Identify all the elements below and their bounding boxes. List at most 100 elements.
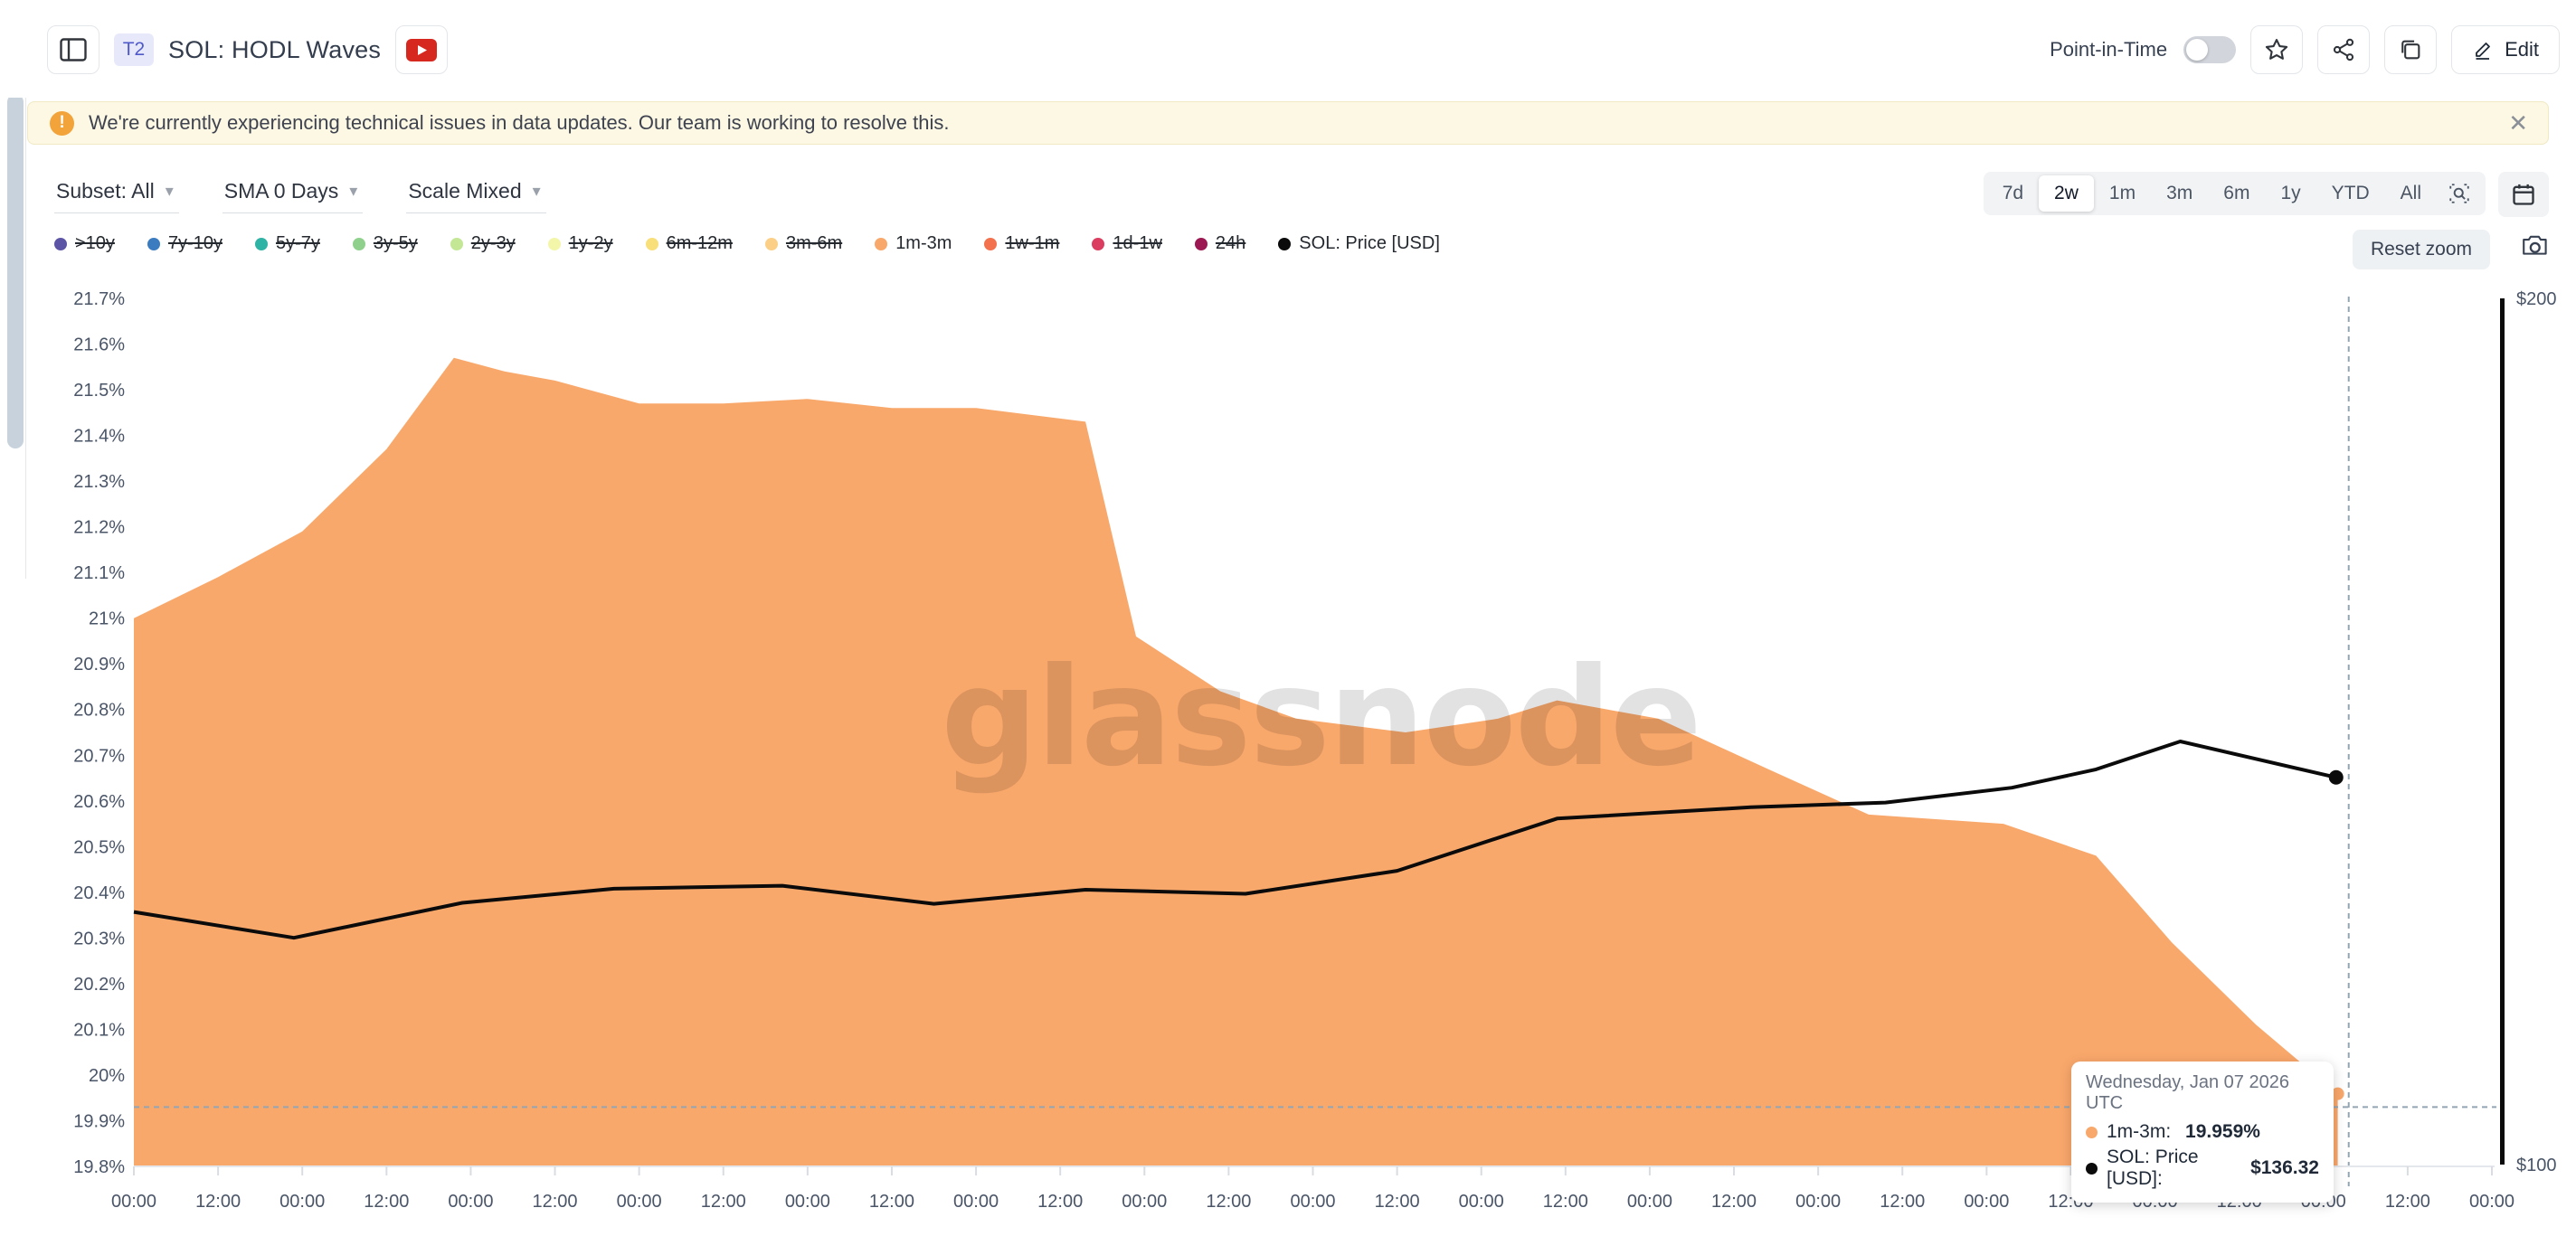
tooltip-series-label: SOL: Price [USD]:	[2107, 1146, 2199, 1189]
legend-label: 7y-10y	[167, 233, 223, 253]
legend-item-1y-2y[interactable]: 1y-2y	[547, 233, 613, 254]
range-button-6m[interactable]: 6m	[2223, 183, 2250, 203]
x-axis-label: 00:00	[1459, 1192, 1504, 1212]
x-axis-label: 00:00	[111, 1192, 156, 1212]
y-axis-left-label: 20.1%	[73, 1020, 125, 1040]
y-axis-left-label: 19.8%	[73, 1157, 125, 1177]
chart-tooltip: Wednesday, Jan 07 2026 UTC 1m-3m: 19.959…	[2071, 1062, 2334, 1203]
edit-button-label: Edit	[2505, 38, 2539, 61]
y-axis-left-label: 21.7%	[73, 289, 125, 309]
sma-dropdown-label: SMA 0 Days	[223, 179, 339, 203]
range-button-2w[interactable]: 2w	[2039, 175, 2094, 212]
warning-banner: ! We're currently experiencing technical…	[27, 101, 2549, 145]
x-axis-label: 00:00	[953, 1192, 999, 1212]
x-axis-label: 12:00	[1880, 1192, 1925, 1212]
y-axis-left-label: 20.6%	[73, 792, 125, 812]
sidebar-divider	[25, 0, 26, 579]
tooltip-series-label: 1m-3m:	[2107, 1121, 2177, 1142]
y-axis-left-label: 21.5%	[73, 381, 125, 401]
legend-item-7y-10y[interactable]: 7y-10y	[147, 233, 223, 254]
range-button-all[interactable]: All	[2400, 183, 2421, 203]
duplicate-button[interactable]	[2384, 25, 2438, 74]
scale-dropdown[interactable]: Scale Mixed ▾	[406, 179, 546, 213]
scrollbar-thumb[interactable]	[7, 94, 24, 448]
subset-dropdown[interactable]: Subset: All ▾	[54, 179, 179, 213]
legend-label: 2y-3y	[470, 233, 516, 253]
y-axis-left-label: 20.7%	[73, 746, 125, 766]
screenshot-button[interactable]	[2522, 233, 2551, 263]
range-button-ytd[interactable]: YTD	[2331, 183, 2370, 203]
x-axis-label: 00:00	[2469, 1192, 2514, 1212]
reset-zoom-button[interactable]: Reset zoom	[2352, 230, 2490, 269]
legend-label: SOL: Price [USD]	[1299, 233, 1440, 253]
tooltip-row: SOL: Price [USD]: $136.32	[2086, 1146, 2319, 1190]
legend-item-1d-1w[interactable]: 1d-1w	[1092, 233, 1162, 254]
legend-dot	[254, 237, 268, 250]
share-button[interactable]	[2317, 25, 2371, 74]
x-axis-label: 12:00	[364, 1192, 409, 1212]
tooltip-series-value: 19.959%	[2185, 1121, 2260, 1142]
range-button-1y[interactable]: 1y	[2280, 183, 2301, 203]
legend-label: 6m-12m	[666, 233, 733, 253]
legend-dot	[547, 237, 561, 250]
legend-label: 1d-1w	[1113, 233, 1162, 253]
favorite-button[interactable]	[2250, 25, 2304, 74]
x-axis-label: 00:00	[279, 1192, 325, 1212]
zoom-select-button[interactable]	[2437, 176, 2482, 211]
legend-dot	[54, 237, 67, 250]
point-in-time-toggle[interactable]	[2183, 36, 2237, 63]
legend-item-1m-3m[interactable]: 1m-3m	[875, 233, 952, 254]
banner-close-icon[interactable]: ✕	[2508, 109, 2528, 137]
tooltip-date: Wednesday, Jan 07 2026 UTC	[2086, 1072, 2289, 1113]
area-last-point-marker	[2331, 1087, 2344, 1100]
sma-dropdown[interactable]: SMA 0 Days ▾	[222, 179, 364, 213]
legend-label: >10y	[75, 233, 115, 253]
x-axis-label: 00:00	[1795, 1192, 1841, 1212]
x-axis-label: 00:00	[1964, 1192, 2009, 1212]
y-axis-left-label: 21.2%	[73, 518, 125, 538]
tooltip-series-dot	[2086, 1126, 2098, 1138]
edit-button[interactable]: Edit	[2451, 25, 2560, 74]
sidebar-toggle-button[interactable]	[47, 25, 99, 74]
x-axis-label: 12:00	[1375, 1192, 1420, 1212]
youtube-icon	[406, 38, 438, 61]
x-axis-label: 00:00	[448, 1192, 493, 1212]
legend-label: 1m-3m	[895, 233, 952, 253]
x-axis-label: 12:00	[195, 1192, 241, 1212]
tooltip-series-dot	[2086, 1162, 2098, 1175]
x-axis-label: 12:00	[1206, 1192, 1251, 1212]
banner-message: We're currently experiencing technical i…	[89, 111, 950, 134]
y-axis-left-label: 20.3%	[73, 929, 125, 948]
legend-item-24h[interactable]: 24h	[1194, 233, 1245, 254]
range-button-7d[interactable]: 7d	[2002, 183, 2024, 203]
chart-controls: Subset: All ▾ SMA 0 Days ▾ Scale Mixed ▾	[54, 179, 546, 213]
legend-item-6m-12m[interactable]: 6m-12m	[645, 233, 733, 254]
x-axis-label: 12:00	[1037, 1192, 1083, 1212]
range-button-1m[interactable]: 1m	[2108, 183, 2136, 203]
star-icon	[2265, 38, 2288, 60]
time-range-selector: 7d 2w 1m 3m 6m 1y YTD All	[1983, 172, 2486, 215]
legend-item-5y-7y[interactable]: 5y-7y	[254, 233, 320, 254]
legend-item-3m-6m[interactable]: 3m-6m	[764, 233, 842, 254]
date-picker-button[interactable]	[2498, 172, 2549, 217]
y-axis-left-label: 20.4%	[73, 883, 125, 903]
video-tutorial-button[interactable]	[395, 25, 449, 74]
legend-item-3y-5y[interactable]: 3y-5y	[352, 233, 418, 254]
legend-item-2y-3y[interactable]: 2y-3y	[450, 233, 516, 254]
copy-icon	[2401, 40, 2420, 60]
x-axis-label: 12:00	[869, 1192, 914, 1212]
price-last-point-marker	[2328, 769, 2344, 785]
legend-item-1w-1m[interactable]: 1w-1m	[984, 233, 1059, 254]
legend-label: 1y-2y	[568, 233, 613, 253]
calendar-icon	[2513, 184, 2534, 205]
range-button-3m[interactable]: 3m	[2166, 183, 2193, 203]
legend-dot	[764, 237, 778, 250]
x-axis-label: 00:00	[617, 1192, 662, 1212]
camera-icon	[2523, 235, 2547, 255]
legend-item--10y[interactable]: >10y	[54, 233, 115, 254]
tooltip-row: 1m-3m: 19.959%	[2086, 1121, 2319, 1143]
legend-item-sol-price-usd-[interactable]: SOL: Price [USD]	[1278, 233, 1440, 254]
x-axis-label: 12:00	[2385, 1192, 2430, 1212]
y-axis-left-label: 21.4%	[73, 427, 125, 447]
